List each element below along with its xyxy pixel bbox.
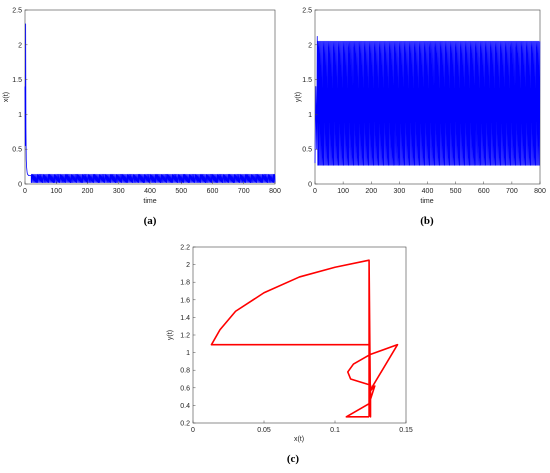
panel-c: 0 0.05 0.1 0.15 0.2 0.4 0.6 0.8 1 1.2 1.4 1.6 1.8 2 2.… <box>167 245 413 466</box>
x-tick-label: 800 <box>534 188 546 195</box>
y-tick-label: 2.5 <box>302 8 312 15</box>
series-line <box>314 36 541 166</box>
y-tick-label: 0 <box>308 182 312 189</box>
x-tick-label: 0.05 <box>257 427 271 434</box>
x-tick-label: 600 <box>478 188 490 195</box>
x-tick-label: 0.15 <box>399 427 413 434</box>
x-tick-label: 0 <box>191 427 195 434</box>
y-tick-label: 0 <box>18 182 22 189</box>
y-tick-label: 2 <box>186 262 190 269</box>
x-axis-label-b: time <box>420 198 433 205</box>
x-tick-label: 500 <box>450 188 462 195</box>
y-tick-label: 0.5 <box>12 147 22 154</box>
ticks-group-b: 0 100 200 300 400 500 600 700 800 0 0.5 1 1.5 2 2.5 <box>302 8 546 196</box>
x-tick-label: 0.1 <box>330 427 340 434</box>
series-line <box>24 23 276 184</box>
x-tick-label: 200 <box>365 188 377 195</box>
ticks-group-c: 0 0.05 0.1 0.15 0.2 0.4 0.6 0.8 1 1.2 1.4 1.6 1.8 2 2.… <box>180 245 413 435</box>
series-group-c <box>210 259 399 418</box>
x-tick-label: 600 <box>207 188 219 195</box>
y-tick-label: 1.5 <box>12 77 22 84</box>
y-tick-label: 1.8 <box>180 280 190 287</box>
caption-b: (b) <box>420 215 434 227</box>
series-group-b <box>314 36 541 166</box>
x-tick-label: 200 <box>82 188 94 195</box>
x-tick-label: 100 <box>50 188 62 195</box>
caption-c: (c) <box>287 453 300 465</box>
y-tick-label: 1.2 <box>180 333 190 340</box>
x-tick-label: 100 <box>337 188 349 195</box>
x-tick-label: 700 <box>506 188 518 195</box>
y-tick-label: 1.6 <box>180 297 190 304</box>
x-tick-label: 0 <box>23 188 27 195</box>
y-tick-label: 0.4 <box>180 403 190 410</box>
y-tick-label: 2.5 <box>12 8 22 15</box>
y-tick-label: 0.2 <box>180 421 190 428</box>
y-tick-label: 2.2 <box>180 245 190 252</box>
y-tick-label: 0.8 <box>180 368 190 375</box>
x-axis-label-c: x(t) <box>294 436 304 443</box>
x-tick-label: 0 <box>313 188 317 195</box>
panel-b: 0 100 200 300 400 500 600 700 800 0 0.5 1 1.5 2 2.5 ti… <box>295 8 546 228</box>
y-tick-label: 1 <box>186 350 190 357</box>
series-group-a <box>24 23 276 184</box>
panel-a: 0 100 200 300 400 500 600 700 800 0 0.5 1 1.5 2 2.5 ti… <box>3 8 281 228</box>
y-tick-label: 2 <box>18 42 22 49</box>
x-tick-label: 400 <box>144 188 156 195</box>
y-tick-label: 0.6 <box>180 385 190 392</box>
x-tick-label: 300 <box>113 188 125 195</box>
y-tick-label: 0.5 <box>302 147 312 154</box>
series-line <box>210 259 399 418</box>
x-axis-label-a: time <box>143 198 156 205</box>
x-tick-label: 800 <box>269 188 281 195</box>
ticks-group-a: 0 100 200 300 400 500 600 700 800 0 0.5 1 1.5 2 2.5 <box>12 8 281 196</box>
x-tick-label: 300 <box>394 188 406 195</box>
x-tick-label: 700 <box>238 188 250 195</box>
caption-a: (a) <box>144 215 157 227</box>
y-axis-label-b: y(t) <box>295 92 302 102</box>
y-tick-label: 1.4 <box>180 315 190 322</box>
x-tick-label: 500 <box>175 188 187 195</box>
y-axis-label-a: x(t) <box>3 92 10 102</box>
y-tick-label: 1 <box>308 112 312 119</box>
y-tick-label: 1.5 <box>302 77 312 84</box>
y-tick-label: 2 <box>308 42 312 49</box>
y-axis-label-c: y(t) <box>167 330 174 340</box>
plot-area-c <box>192 246 407 424</box>
plot-area-a <box>24 9 276 185</box>
y-tick-label: 1 <box>18 112 22 119</box>
x-tick-label: 400 <box>422 188 434 195</box>
